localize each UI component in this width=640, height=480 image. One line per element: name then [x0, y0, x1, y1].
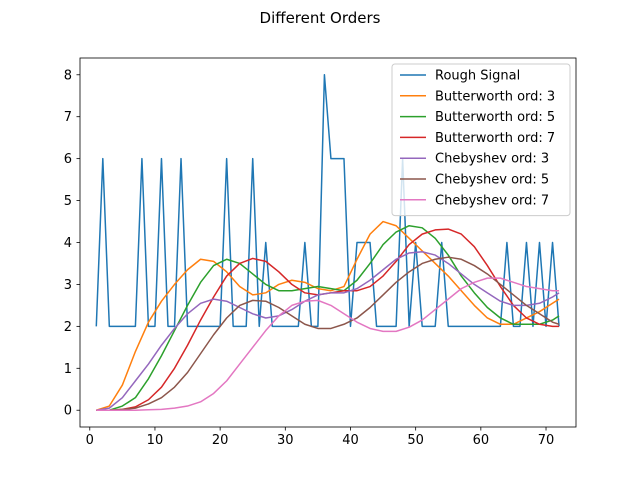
series-line-6 — [96, 256, 560, 411]
series-line-2 — [96, 220, 560, 411]
legend-label: Butterworth ord: 3 — [435, 89, 555, 104]
legend-label: Rough Signal — [435, 69, 520, 84]
x-tick-label: 20 — [212, 433, 229, 448]
x-tick-label: 50 — [407, 433, 424, 448]
chart-title: Different Orders — [260, 9, 381, 27]
legend-label: Chebyshev ord: 3 — [435, 152, 549, 167]
series-line-3 — [96, 224, 560, 411]
series-line-5 — [96, 250, 560, 411]
x-tick-label: 70 — [538, 433, 555, 448]
plot-area — [95, 74, 560, 411]
series-line-7 — [96, 277, 560, 411]
y-tick-label: 6 — [64, 152, 72, 167]
x-tick-label: 30 — [277, 433, 294, 448]
x-tick-label: 0 — [86, 433, 94, 448]
legend-label: Butterworth ord: 7 — [435, 131, 555, 146]
y-tick-label: 0 — [64, 404, 72, 419]
y-tick-label: 5 — [64, 194, 72, 209]
y-tick-label: 8 — [64, 68, 72, 83]
x-tick-label: 40 — [342, 433, 359, 448]
x-tick-label: 60 — [473, 433, 490, 448]
axes: 0 10 20 30 40 50 60 70 0 1 2 3 4 5 6 7 8 — [64, 57, 577, 448]
series-line-1 — [95, 74, 560, 328]
legend-label: Chebyshev ord: 5 — [435, 173, 549, 188]
y-tick-label: 4 — [64, 236, 72, 251]
y-tick-label: 1 — [64, 362, 72, 377]
legend-label: Butterworth ord: 5 — [435, 110, 555, 125]
y-tick-label: 3 — [64, 278, 72, 293]
legend-label: Chebyshev ord: 7 — [435, 193, 549, 208]
y-tick-label: 2 — [64, 320, 72, 335]
x-tick-label: 10 — [147, 433, 164, 448]
legend: Rough Signal Butterworth ord: 3 Butterwort… — [391, 63, 571, 217]
y-tick-label: 7 — [64, 110, 72, 125]
legend-box — [391, 63, 571, 217]
